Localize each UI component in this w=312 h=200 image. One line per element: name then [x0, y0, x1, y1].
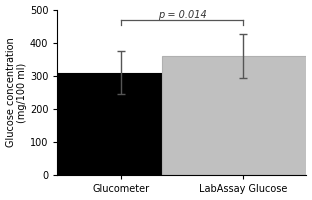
- Bar: [162, 56, 312, 175]
- Bar: [39, 73, 202, 175]
- Text: p = 0.014: p = 0.014: [158, 10, 206, 20]
- Y-axis label: Glucose concentration
(mg/100 ml): Glucose concentration (mg/100 ml): [6, 38, 27, 147]
